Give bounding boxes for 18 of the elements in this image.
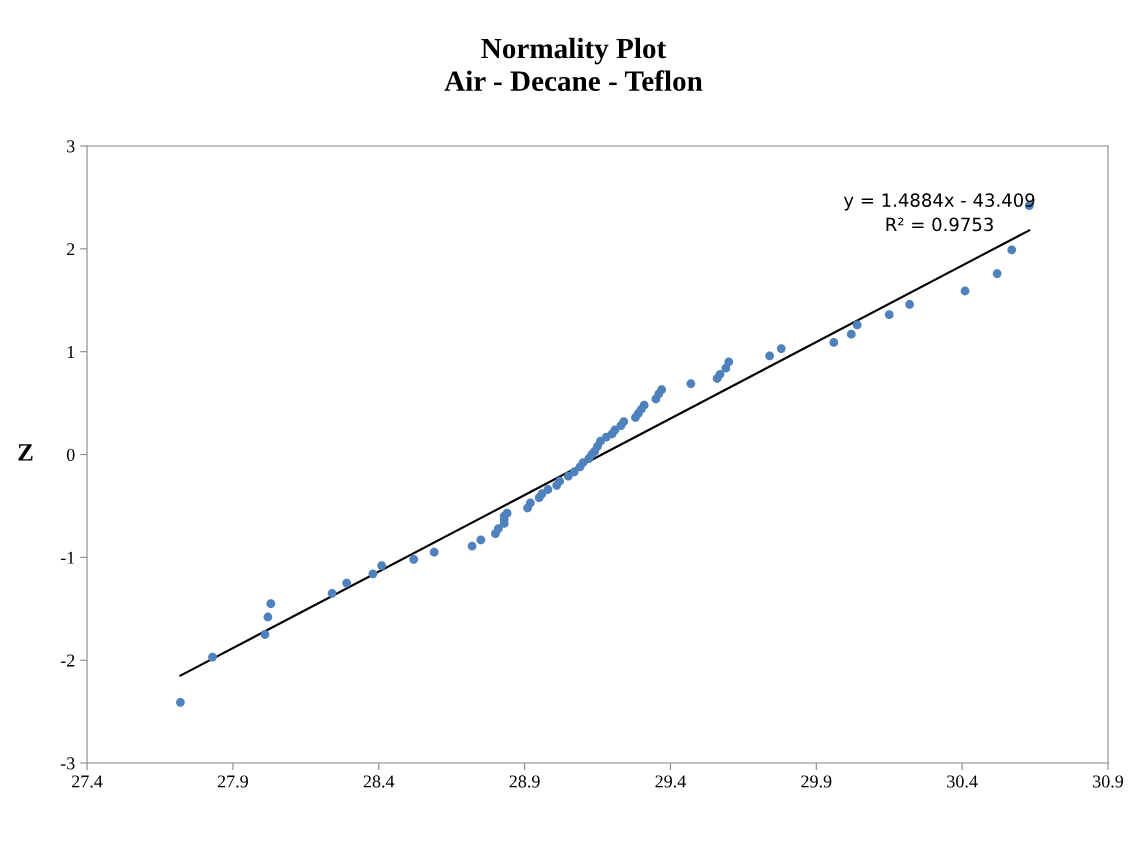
- chart-title: Normality Plot Air - Decane - Teflon: [444, 37, 703, 91]
- y-axis-title: Z: [18, 444, 33, 461]
- y-tick-label: 0: [66, 448, 75, 461]
- y-tick-label: 3: [67, 140, 75, 153]
- x-tick-label: 30.4: [947, 775, 978, 788]
- x-tick-label: 28.9: [509, 775, 540, 788]
- annotation: y = 1.4884x - 43.409 R² = 0.9753: [843, 193, 1035, 232]
- x-tick-label: 29.4: [655, 775, 686, 788]
- y-tick-label: 1: [67, 346, 75, 358]
- x-tick-label: 29.9: [801, 775, 832, 788]
- y-tick-label: -3: [60, 757, 75, 770]
- y-tick-label: -2: [60, 654, 75, 667]
- y-tick-label: -1: [60, 551, 75, 564]
- x-tick-label: 30.9: [1093, 775, 1124, 788]
- x-tick-label: 28.4: [363, 775, 395, 788]
- x-tick-label: 27.9: [217, 775, 248, 788]
- y-tick-label: 2: [67, 243, 75, 256]
- x-tick-label: 27.4: [72, 775, 103, 788]
